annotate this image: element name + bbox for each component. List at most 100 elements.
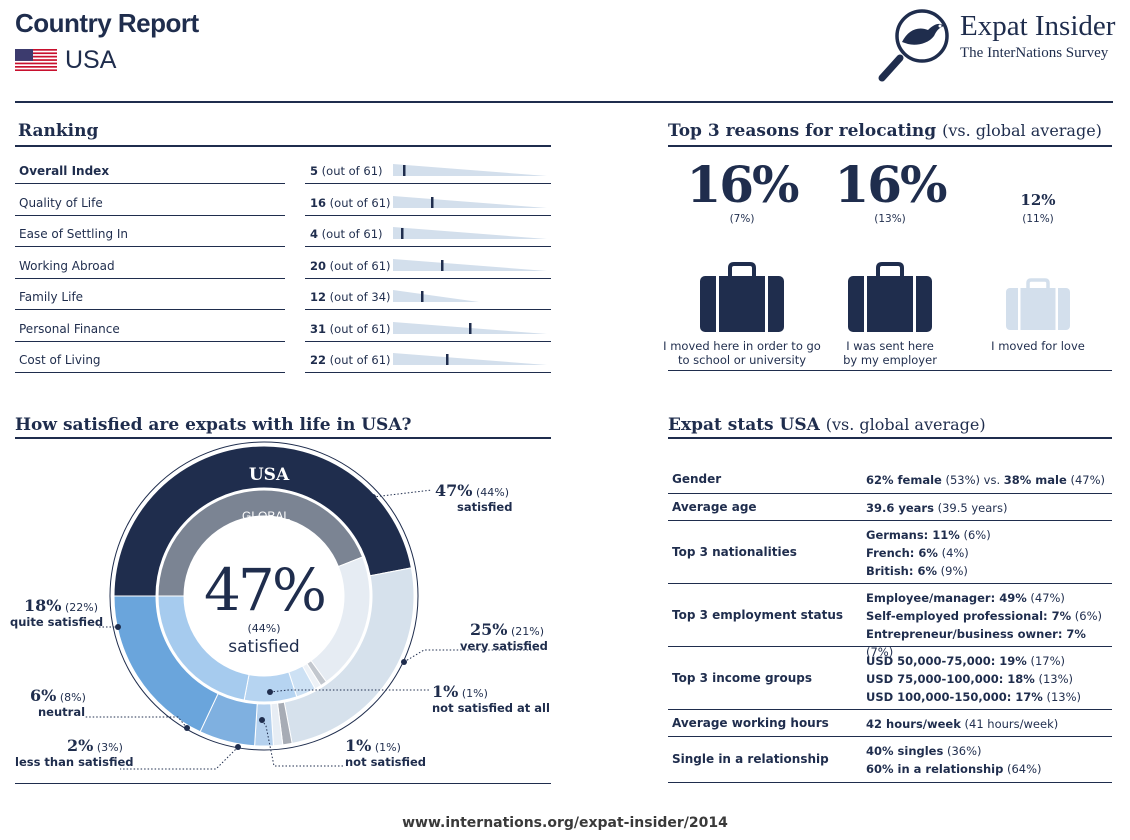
reason-2-pct: 16% <box>834 155 947 214</box>
ranking-wedge <box>393 353 547 365</box>
stats-title-main: Expat stats USA <box>668 415 820 435</box>
ranking-value: 22 (out of 61) <box>310 353 391 367</box>
reasons-title: Top 3 reasons for relocating (vs. global… <box>668 121 1102 141</box>
reason-3-label-line1: I moved for love <box>991 339 1085 353</box>
row-rule <box>305 183 551 184</box>
stat-line: 62% female (53%) vs. 38% male (47%) <box>866 471 1105 489</box>
reason-1-label-line1: I moved here in order to go <box>663 339 821 353</box>
ranking-wedge-shape <box>393 195 547 208</box>
ranking-rank: 16 <box>310 195 327 210</box>
satisfaction-title: How satisfied are expats with life in US… <box>15 415 412 435</box>
ranking-row: Ease of Settling In 4 (out of 61) <box>15 216 551 247</box>
stat-compare: (13%) <box>1034 672 1074 686</box>
row-rule <box>668 709 1112 710</box>
ranking-rank: 4 <box>310 227 319 241</box>
ranking-title: Ranking <box>18 121 99 141</box>
stat-value: USD 75,000-100,000: 18% <box>866 672 1035 686</box>
global-slice-neutral <box>243 671 298 703</box>
row-rule <box>305 214 551 216</box>
stat-value: 40% singles <box>866 744 944 758</box>
stat-value: 60% in a relationship <box>866 762 1004 776</box>
stat-line: French: 6% (4%) <box>866 544 991 562</box>
row-rule <box>668 736 1112 737</box>
usa-slice-less-than-satisfied <box>254 703 274 747</box>
stat-value: 62% female <box>866 473 942 487</box>
stat-label: Average age <box>672 500 757 514</box>
center-avg: (44%) <box>247 622 280 635</box>
row-rule <box>305 372 551 373</box>
stat-line: USD 75,000-100,000: 18% (13%) <box>866 670 1081 688</box>
stat-line: British: 6% (9%) <box>866 562 991 580</box>
brand-logo: Expat Insider The InterNations Survey <box>878 8 1118 88</box>
row-rule <box>15 309 285 310</box>
stat-compare: (41 hours/week) <box>960 717 1059 731</box>
stat-value: 39.6 years <box>866 501 934 515</box>
ranking-wedge <box>393 258 547 271</box>
leader-dot <box>370 494 376 500</box>
stat-compare: (36%) <box>943 744 982 758</box>
usa-slice-quite-satisfied <box>113 595 219 733</box>
reason-3-avg: (11%) <box>1022 213 1054 225</box>
ranking-wedge-shape <box>393 353 547 365</box>
stat-values: Germans: 11% (6%) French: 6% (4%) British:… <box>866 526 991 580</box>
ranking-label: Quality of Life <box>19 195 103 210</box>
stat-line: 60% in a relationship (64%) <box>866 760 1042 778</box>
reasons-bottom-rule <box>668 370 1112 371</box>
stats-row: Top 3 employment status Employee/manager:… <box>668 584 1112 659</box>
label-not-satisfied-at-all: 1% (1%) not satisfied at all <box>432 684 550 716</box>
stats-row: Top 3 income groups USD 50,000-75,000: 19… <box>668 647 1112 710</box>
stat-value: Germans: 11% <box>866 528 960 542</box>
very-satisfied-avg: (21%) <box>510 625 545 638</box>
ranking-value: 20 (out of 61) <box>310 259 391 273</box>
suitcase-icon <box>1006 278 1070 330</box>
ranking-marker <box>441 259 444 271</box>
suitcase-icon <box>848 262 932 332</box>
stats-title: Expat stats USA (vs. global average) <box>668 415 986 435</box>
ranking-row: Cost of Living 22 (out of 61) <box>15 342 551 373</box>
ring-inner-label: GLOBAL <box>242 509 290 523</box>
label-not-satisfied: 1% (1%) not satisfied <box>345 738 426 770</box>
quite-pct: 18% <box>24 596 62 615</box>
stat-label: Single in a relationship <box>672 752 829 766</box>
reason-1-pct: 16% <box>686 155 799 214</box>
stat-value: Entrepreneur/business owner: 7% <box>866 627 1086 641</box>
satisfaction-bottom-rule <box>15 783 551 784</box>
ranking-wedge-shape <box>393 258 547 271</box>
header-rule <box>15 101 1113 103</box>
stats-title-sub: (vs. global average) <box>825 415 986 434</box>
ranking-wedge <box>393 164 547 176</box>
not-satisfied-avg: (1%) <box>374 741 401 754</box>
stat-value: British: 6% <box>866 564 937 578</box>
leader-dot <box>259 717 265 723</box>
quite-name: quite satisfied <box>10 615 104 629</box>
reason-2-avg: (13%) <box>874 213 906 225</box>
stats-rule <box>668 437 1112 439</box>
stat-values: USD 50,000-75,000: 19% (17%) USD 75,000-1… <box>866 652 1081 706</box>
reason-1-avg: (7%) <box>729 213 755 225</box>
ranking-wedge <box>393 227 547 239</box>
not-at-all-avg: (1%) <box>461 687 488 700</box>
ranking-label: Working Abroad <box>19 258 115 273</box>
stat-line: USD 100,000-150,000: 17% (13%) <box>866 688 1081 706</box>
very-satisfied-pct: 25% <box>470 620 508 639</box>
stat-label: Top 3 employment status <box>672 608 844 622</box>
country-name: USA <box>65 45 117 74</box>
ranking-marker <box>421 291 424 302</box>
leader-dot <box>184 725 190 731</box>
stat-compare: (9%) <box>936 564 968 578</box>
footer-url[interactable]: www.internations.org/expat-insider/2014 <box>402 815 728 831</box>
row-rule <box>305 277 551 279</box>
ranking-value: 31 (out of 61) <box>310 322 391 336</box>
ranking-label: Cost of Living <box>19 353 101 367</box>
reason-2-label: I was sent here by my employer <box>810 339 970 367</box>
stat-line: 39.6 years (39.5 years) <box>866 499 1008 517</box>
stat-line: 42 hours/week (41 hours/week) <box>866 715 1058 733</box>
ranking-rule <box>15 145 551 147</box>
ring-outer-label: USA <box>249 465 290 485</box>
brand-subtitle: The InterNations Survey <box>960 45 1109 61</box>
stat-compare: (53%) vs. <box>941 473 1004 487</box>
reason-2-label-line2: by my employer <box>843 353 937 367</box>
country-line: USA <box>15 45 116 75</box>
row-rule <box>15 183 285 184</box>
stat-values: 39.6 years (39.5 years) <box>866 499 1008 517</box>
